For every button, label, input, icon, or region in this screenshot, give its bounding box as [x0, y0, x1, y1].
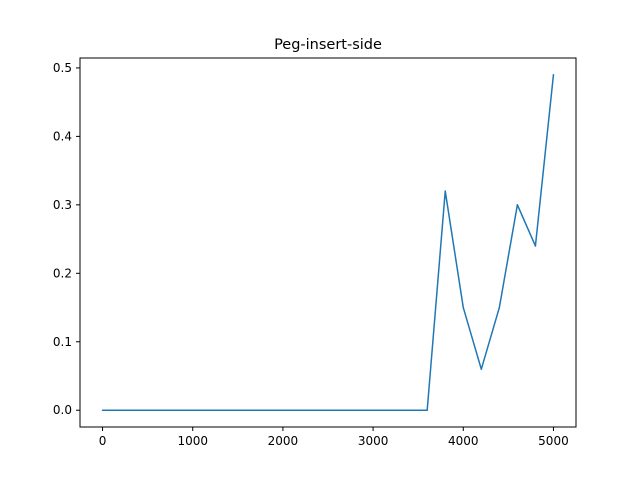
series-line: [102, 74, 555, 411]
data-point: [444, 190, 446, 192]
data-point: [408, 409, 410, 411]
data-point: [318, 409, 320, 411]
data-point: [498, 306, 501, 309]
y-axis-ticks: 0.0 0.1 0.2 0.3 0.4 0.5: [53, 61, 80, 417]
x-tick-label: 5000: [538, 434, 569, 448]
y-tick-label: 0.2: [53, 266, 72, 280]
data-point: [191, 409, 194, 411]
x-tick-label: 3000: [358, 434, 389, 448]
data-point: [155, 409, 158, 411]
data-point: [336, 409, 338, 411]
data-point: [516, 204, 519, 206]
y-tick-label: 0.5: [53, 61, 72, 75]
data-point: [137, 409, 140, 411]
x-axis-ticks: 0 1000 2000 3000 4000 5000: [99, 427, 569, 448]
data-point: [552, 74, 555, 76]
data-point: [534, 245, 537, 247]
data-point: [264, 409, 266, 411]
data-point: [390, 409, 392, 411]
y-tick-label: 0.3: [53, 198, 72, 212]
x-tick-label: 1000: [177, 434, 208, 448]
y-tick-label: 0.4: [53, 129, 72, 143]
y-tick-label: 0.0: [53, 403, 72, 417]
data-point: [480, 368, 483, 370]
data-point: [101, 409, 104, 411]
x-tick-label: 0: [99, 434, 107, 448]
data-point: [246, 409, 248, 411]
data-point: [372, 409, 374, 411]
data-point: [173, 409, 176, 411]
data-point: [462, 306, 465, 309]
y-tick-label: 0.1: [53, 335, 72, 349]
x-tick-label: 4000: [448, 434, 479, 448]
data-point: [300, 409, 302, 411]
chart-title: Peg-insert-side: [274, 37, 382, 53]
data-point: [228, 409, 230, 411]
plot-frame: [79, 57, 577, 428]
data-point: [354, 409, 356, 411]
data-point: [119, 409, 122, 411]
data-point: [426, 409, 428, 411]
series-layer: [101, 74, 555, 411]
data-point: [210, 409, 212, 411]
x-tick-label: 2000: [268, 434, 299, 448]
data-point: [282, 409, 284, 411]
